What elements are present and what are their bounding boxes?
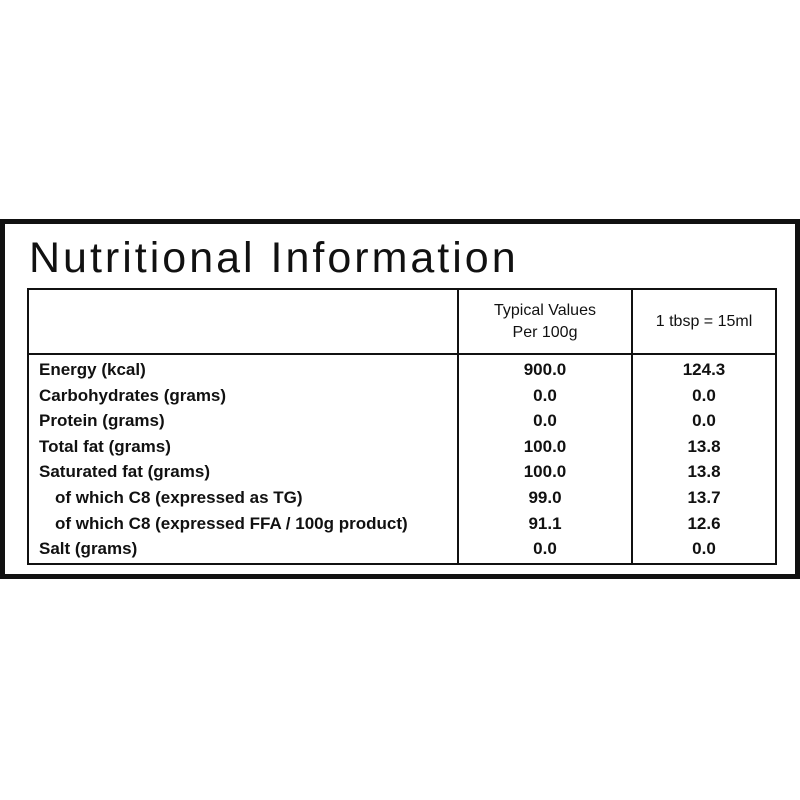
- header-text: 1 tbsp = 15ml: [655, 312, 753, 330]
- row-label: of which C8 (expressed as TG): [55, 488, 303, 507]
- row-value: 13.7: [687, 488, 721, 507]
- title: Nutritional Information: [29, 234, 519, 282]
- nutrition-table: Typical Values Per 100g 1 tbsp = 15ml Energ…: [27, 288, 777, 565]
- column-divider: [457, 290, 459, 563]
- row-label: Saturated fat (grams): [39, 462, 210, 482]
- header-text: Typical Values: [494, 301, 596, 319]
- nutrition-panel: Nutritional Information Typical Values Pe…: [0, 219, 800, 579]
- header-cell: Typical Values Per 100g: [459, 290, 631, 353]
- row-label: Carbohydrates (grams): [39, 385, 227, 405]
- row-value: 0.0: [692, 385, 716, 405]
- row-value: 124.3: [682, 360, 726, 379]
- row-label: Protein (grams): [39, 411, 165, 431]
- row-value: 99.0: [528, 488, 562, 507]
- row-value: 0.0: [533, 385, 557, 405]
- row-value: 0.0: [692, 411, 716, 431]
- row-value: 0.0: [692, 539, 716, 559]
- row-value: 100.0: [523, 462, 567, 482]
- row-value: 0.0: [533, 411, 557, 431]
- row-value: 12.6: [687, 513, 721, 533]
- row-value: 100.0: [523, 436, 567, 456]
- row-value: 0.0: [533, 539, 557, 559]
- header-text: Per 100g: [512, 323, 578, 341]
- row-label: Total fat (grams): [39, 436, 171, 456]
- row-label: Energy (kcal): [39, 360, 146, 379]
- header-divider: [29, 353, 775, 355]
- row-value: 13.8: [687, 462, 721, 482]
- row-value: 900.0: [523, 360, 567, 379]
- row-value: 91.1: [528, 513, 562, 533]
- row-label: of which C8 (expressed FFA / 100g produc…: [55, 513, 408, 533]
- row-label: Salt (grams): [39, 539, 138, 559]
- row-value: 13.8: [687, 436, 721, 456]
- column-divider: [631, 290, 633, 563]
- header-cell: 1 tbsp = 15ml: [633, 290, 775, 353]
